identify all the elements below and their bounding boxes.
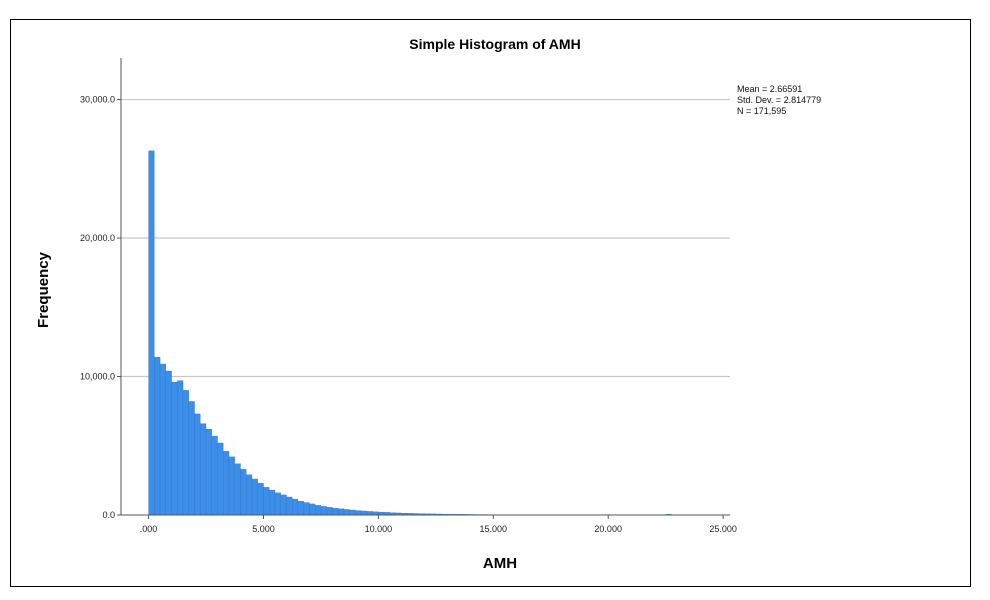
- histogram-bar-11: [211, 435, 218, 516]
- histogram-bar-35: [349, 509, 356, 516]
- y-tick-label-2: 20,000.0: [80, 233, 115, 243]
- histogram-bar-16: [240, 469, 247, 516]
- chart-title: Simple Histogram of AMH: [409, 36, 580, 52]
- histogram-bar-24: [286, 496, 293, 516]
- histogram-bar-38: [366, 511, 373, 516]
- histogram-bar-4: [171, 381, 178, 516]
- histogram-bar-34: [343, 509, 350, 516]
- y-tick-label-3: 30,000.0: [80, 95, 115, 105]
- histogram-bar-5: [177, 380, 184, 516]
- gridlines: [121, 98, 730, 378]
- histogram-bar-21: [269, 489, 276, 516]
- histogram-bar-13: [223, 451, 230, 516]
- histogram-bar-1: [154, 356, 161, 516]
- x-tick-label-5: 25.000: [709, 524, 737, 534]
- histogram-bar-33: [338, 508, 345, 516]
- axes-group: [120, 58, 730, 516]
- histogram-bar-6: [182, 390, 189, 516]
- x-tick-label-2: 10.000: [365, 524, 393, 534]
- stat-mean: Mean = 2.66591: [737, 84, 802, 94]
- histogram-bar-27: [303, 502, 310, 516]
- stat-std-dev: Std. Dev. = 2.814779: [737, 95, 821, 105]
- histogram-bar-26: [297, 500, 304, 516]
- histogram-bar-36: [355, 510, 362, 516]
- histogram-bar-0: [148, 150, 155, 516]
- histogram-bar-8: [194, 413, 201, 516]
- histogram-bar-7: [188, 401, 195, 516]
- histogram-bar-15: [234, 463, 241, 516]
- histogram-bar-2: [159, 363, 166, 516]
- bars-group: [148, 150, 707, 516]
- y-tick-label-1: 10,000.0: [80, 372, 115, 382]
- histogram-bar-9: [200, 423, 207, 516]
- histogram-bar-37: [360, 510, 368, 516]
- histogram-bar-29: [315, 505, 322, 516]
- histogram-bar-18: [251, 478, 258, 516]
- y-axis-label: Frequency: [35, 251, 52, 328]
- histogram-bar-25: [292, 498, 299, 516]
- x-ticks: .000 5.000 10.000 15.000 20.000 25.000: [140, 515, 737, 534]
- x-axis-label: AMH: [483, 555, 517, 572]
- x-tick-label-3: 15.000: [480, 524, 508, 534]
- stat-n: N = 171,595: [737, 106, 786, 116]
- histogram-bar-17: [246, 474, 253, 516]
- histogram-bar-14: [228, 456, 235, 516]
- histogram-bar-22: [274, 492, 281, 516]
- histogram-bar-32: [332, 507, 339, 516]
- histogram-bar-3: [165, 370, 172, 516]
- histogram-bar-30: [320, 506, 327, 516]
- histogram-bar-10: [205, 428, 212, 516]
- histogram-bar-20: [263, 487, 270, 516]
- histogram-bar-12: [217, 442, 224, 516]
- histogram-bar-23: [280, 494, 287, 516]
- x-tick-label-1: 5.000: [252, 524, 275, 534]
- x-tick-label-4: 20.000: [594, 524, 622, 534]
- y-tick-label-0: 0.0: [102, 510, 115, 520]
- x-tick-label-0: .000: [140, 524, 158, 534]
- histogram-bar-31: [326, 507, 333, 516]
- y-ticks: 0.0 10,000.0 20,000.0 30,000.0: [80, 95, 121, 520]
- histogram-bar-19: [257, 482, 264, 516]
- histogram-bar-28: [309, 503, 316, 516]
- statistics-box: Mean = 2.66591 Std. Dev. = 2.814779 N = …: [737, 84, 821, 116]
